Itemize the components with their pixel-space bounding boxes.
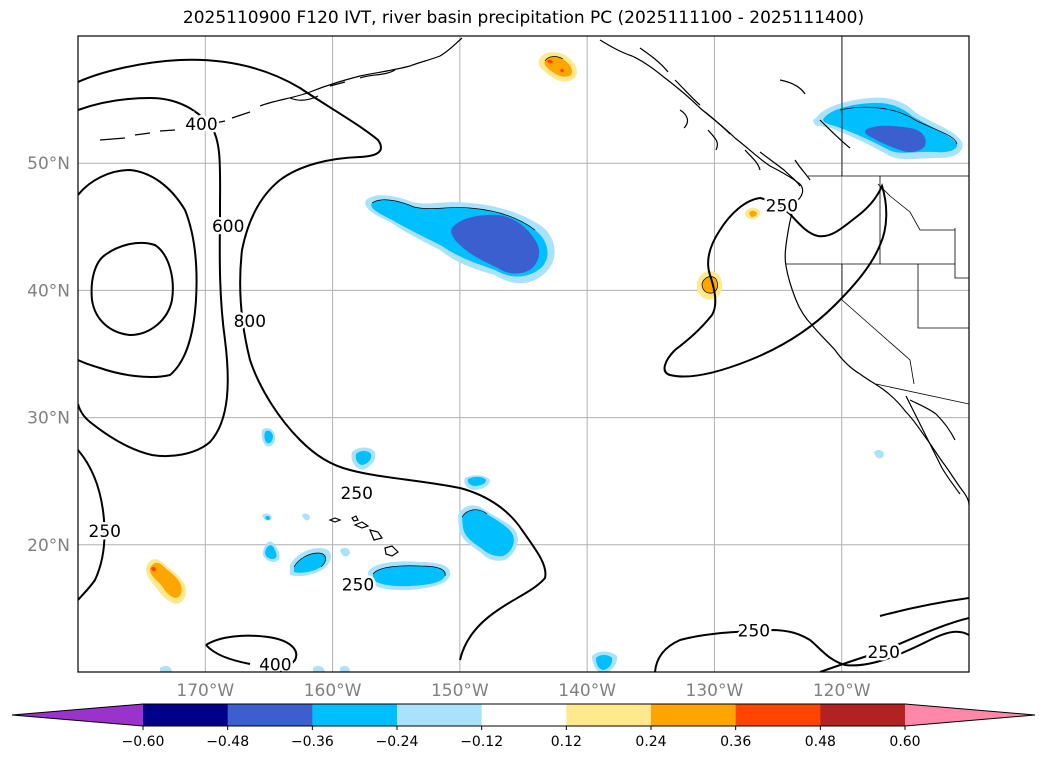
colorbar-tick-label: 0.24 [635,734,666,750]
coastlines [99,37,969,557]
colorbar-segment [735,704,821,726]
colorbar-tick-label: −0.60 [122,734,165,750]
precip-positive-strong [151,59,564,572]
colorbar-tick-label: 0.36 [720,734,751,750]
contour-label-halo: 400 [259,656,291,676]
contour-label-halo: 250 [89,522,121,542]
colorbar-segment [820,704,906,726]
colorbar-segment [566,704,652,726]
contour-labels: 4004006006008008002502502502502502504004… [86,113,902,679]
map-frame [77,35,970,673]
lat-tick-label: 40°N [27,281,70,301]
lon-tick-label: 120°W [813,681,871,701]
colorbar-extend-max [905,704,1035,726]
colorbar-tick-label: −0.24 [376,734,419,750]
colorbar-segment [651,704,737,726]
longitude-labels: 170°W 160°W 150°W 140°W 130°W 120°W [176,681,870,701]
colorbar-segment [227,704,313,726]
colorbar-segment [312,704,398,726]
contour-label: 250 [341,484,373,504]
colorbar-segment [143,704,229,726]
colorbar-tick-label: −0.12 [460,734,503,750]
lat-tick-label: 50°N [27,154,70,174]
lon-tick-label: 130°W [686,681,744,701]
lon-tick-label: 150°W [431,681,489,701]
lon-tick-label: 170°W [176,681,234,701]
lat-tick-label: 20°N [27,536,70,556]
contour-label: 400 [185,115,217,135]
contour-label-halo: 250 [766,196,798,216]
colorbar-tick-label: 0.60 [889,734,920,750]
colorbar-tick-label: −0.48 [206,734,249,750]
contour-label: 250 [867,643,899,663]
latitude-labels: 50°N 40°N 30°N 20°N [27,154,70,556]
map-content [78,36,969,672]
contour-label-halo: 800 [234,312,266,332]
contour-label: 600 [212,217,244,237]
colorbar-segment [481,704,567,726]
contour-label: 250 [738,621,770,641]
colorbar: −0.60 −0.48 −0.36 −0.24 −0.12 0.12 0.24 0.36 0.4… [11,703,1036,750]
lat-tick-label: 30°N [27,409,70,429]
contour-label: 250 [342,576,374,596]
lon-tick-label: 160°W [304,681,362,701]
contour-label-halo: 600 [212,217,244,237]
contour-label-halo: 250 [867,643,899,663]
contour-label-halo: 400 [185,115,217,135]
contour-label: 250 [89,522,121,542]
contour-label-halo: 250 [342,576,374,596]
colorbar-tick-label: 0.12 [551,734,582,750]
colorbar-segment [397,704,483,726]
colorbar-extend-min [12,704,143,726]
colorbar-tick-label: −0.36 [291,734,334,750]
lon-tick-label: 140°W [558,681,616,701]
precip-outline [293,56,958,577]
chart-title: 2025110900 F120 IVT, river basin precipi… [182,8,865,28]
contour-label: 800 [234,312,266,332]
contour-label: 400 [259,656,291,676]
contour-label-halo: 250 [341,484,373,504]
contour-label: 250 [766,196,798,216]
contour-label-halo: 250 [738,621,770,641]
precip-negative-strong [451,125,926,274]
ivt-contours [78,58,969,672]
colorbar-tick-label: 0.48 [805,734,836,750]
